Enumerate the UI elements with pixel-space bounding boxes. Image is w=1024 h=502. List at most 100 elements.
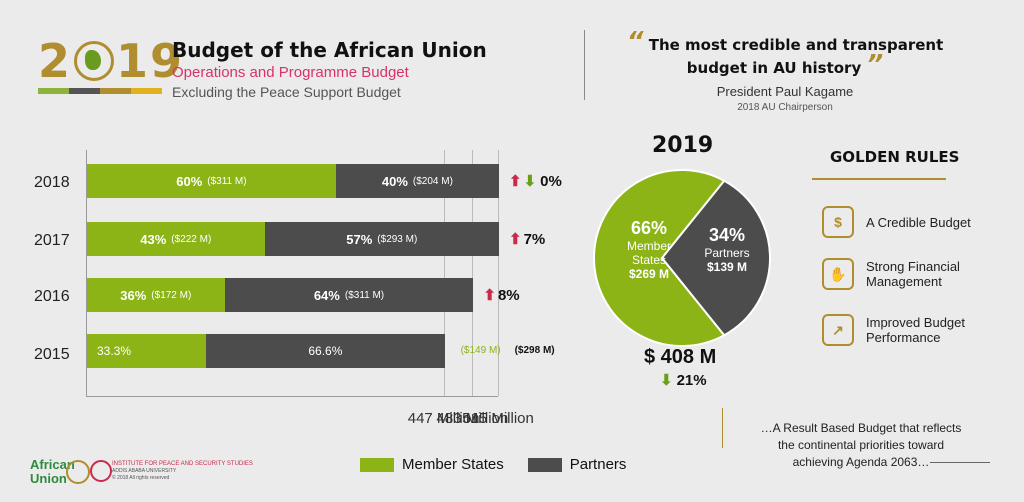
color-stripes	[38, 88, 162, 94]
legend-swatch-partners	[527, 457, 562, 472]
page-subtitle-2: Excluding the Peace Support Budget	[172, 84, 401, 100]
quote-box: “ The most credible and transparent budg…	[620, 29, 950, 113]
change-text: 8%	[497, 286, 520, 304]
bar-percent-label: 64%	[313, 287, 340, 303]
rule-label: A Credible Budget	[866, 214, 971, 230]
pie-member-amount: $269 M	[628, 267, 670, 281]
bar-member: 36% ($172 M)	[87, 278, 225, 312]
bar-amount-label-outside: ($149 M)	[460, 345, 501, 356]
ipss-text: INSTITUTE FOR PEACE AND SECURITY STUDIES…	[112, 461, 253, 482]
header-divider	[584, 30, 585, 100]
bar-amount-label-outside: ($298 M)	[514, 345, 555, 356]
bar-member: 33.3%	[87, 334, 207, 368]
pie-slice-partners	[660, 179, 771, 337]
pie-partners-pct: 34%	[708, 225, 746, 245]
quote-line-1: The most credible and transparent	[648, 36, 944, 54]
bar-partners: 64% ($311 M)	[224, 278, 474, 312]
pie-change-text: 21%	[676, 371, 707, 389]
golden-rules-underline	[812, 178, 946, 180]
legend-label-partners: Partners	[569, 456, 627, 473]
year-digits-19: 19	[116, 34, 185, 88]
legend-swatch-member	[360, 457, 394, 472]
rule-line-1: Strong Financial	[866, 259, 960, 274]
bar-amount-label: ($172 M)	[151, 289, 192, 301]
quote-line-2: budget in AU history	[686, 59, 862, 77]
bar-change-label: ⬆ 8%	[483, 286, 520, 305]
arrow-up-icon: ⬆	[509, 231, 522, 248]
y-category-label: 2016	[34, 288, 70, 305]
pie-slice-member	[593, 169, 726, 347]
pie-label-member: 66% Member States $269 M	[612, 218, 686, 281]
bar-percent-label: 36%	[120, 287, 147, 303]
pie-partners-amount: $139 M	[706, 260, 748, 274]
close-quote-icon: ”	[866, 50, 884, 80]
x-tick-label: 515 Million	[462, 410, 534, 427]
rule-line-2: Performance	[866, 330, 941, 345]
rule-label: Strong Financial Management	[866, 259, 960, 289]
arrow-down-icon: ⬇	[523, 173, 537, 190]
pie-member-line1: Member	[626, 239, 671, 253]
ipss-emblem-icon	[90, 460, 112, 482]
bar-member: 60% ($311 M)	[87, 164, 336, 198]
change-text: 0%	[540, 172, 562, 190]
bar-change-label: ⬆ 7%	[509, 230, 546, 249]
year-logo: 2 19	[38, 34, 184, 88]
x-gridline	[498, 150, 499, 396]
rule-item-financial: ✋ Strong Financial Management	[822, 258, 960, 290]
rule-label: Improved Budget Performance	[866, 315, 965, 345]
pie-chart	[593, 169, 771, 347]
footer-quote-line-2: the continental priorities toward	[777, 438, 945, 452]
quote-text: “ The most credible and transparent budg…	[620, 29, 950, 80]
quote-author: President Paul Kagame	[716, 84, 854, 99]
footer-quote: …A Result Based Budget that reflects the…	[726, 420, 996, 471]
ipss-line-1: INSTITUTE FOR PEACE AND SECURITY STUDIES	[112, 461, 253, 467]
au-logo: African Union	[30, 458, 75, 486]
change-text: 7%	[523, 230, 546, 248]
open-quote-icon: “	[626, 27, 644, 57]
page-subtitle: Operations and Programme Budget	[172, 64, 409, 81]
pie-title: 2019	[652, 133, 714, 158]
page-title: Budget of the African Union	[172, 38, 487, 62]
quote-role: 2018 AU Chairperson	[737, 102, 833, 113]
y-category-label: 2015	[34, 346, 70, 363]
rule-item-credible: $ A Credible Budget	[822, 206, 971, 238]
hand-coin-icon: ✋	[822, 258, 854, 290]
bar-amount-label: ($222 M)	[171, 233, 212, 245]
money-stack-icon: $	[822, 206, 854, 238]
stripe-4	[131, 88, 162, 94]
pie-total: $ 408 M	[644, 346, 717, 368]
chart-y-axis	[86, 150, 87, 396]
stripe-3	[100, 88, 131, 94]
y-category-label: 2018	[34, 174, 70, 191]
bar-percent-label: 60%	[176, 173, 203, 189]
arrow-up-icon: ⬆	[509, 173, 522, 190]
bar-change-label: ⬆ ⬇ 0%	[509, 172, 562, 191]
x-gridline	[472, 150, 474, 396]
footer-quote-line-3: achieving Agenda 2063…	[792, 455, 930, 469]
y-category-label: 2017	[34, 232, 70, 249]
x-tick-label: 483 Million	[436, 410, 509, 427]
au-logo-text-2: Union	[30, 471, 67, 486]
bar-amount-label: ($204 M)	[412, 175, 453, 187]
au-emblem-icon	[66, 460, 90, 484]
x-gridline	[443, 150, 445, 396]
bar-amount-label: ($293 M)	[377, 233, 418, 245]
golden-rules-title: GOLDEN RULES	[830, 148, 960, 166]
bar-percent-label: 66.6%	[308, 344, 343, 358]
rule-line-2: Management	[866, 274, 942, 289]
pie-change: ⬇ 21%	[660, 371, 707, 390]
bar-partners: 57% ($293 M)	[264, 222, 499, 256]
stripe-1	[38, 88, 69, 94]
bar-partners: 66.6%	[206, 334, 445, 368]
bar-amount-label: ($311 M)	[207, 175, 247, 187]
pie-member-line2: States	[631, 253, 667, 267]
copyright: © 2018 All rights reserved	[112, 475, 170, 481]
bar-percent-label: 57%	[346, 231, 373, 247]
bar-partners: 40% ($204 M)	[335, 164, 499, 198]
arrow-up-icon: ⬆	[483, 287, 496, 304]
pie-member-pct: 66%	[630, 218, 668, 238]
ipss-line-2: ADDIS ABABA UNIVERSITY	[112, 468, 177, 474]
footer-quote-frame-bottom	[930, 462, 990, 463]
chart-growth-icon: ↗	[822, 314, 854, 346]
rule-line-1: Improved Budget	[866, 315, 966, 330]
